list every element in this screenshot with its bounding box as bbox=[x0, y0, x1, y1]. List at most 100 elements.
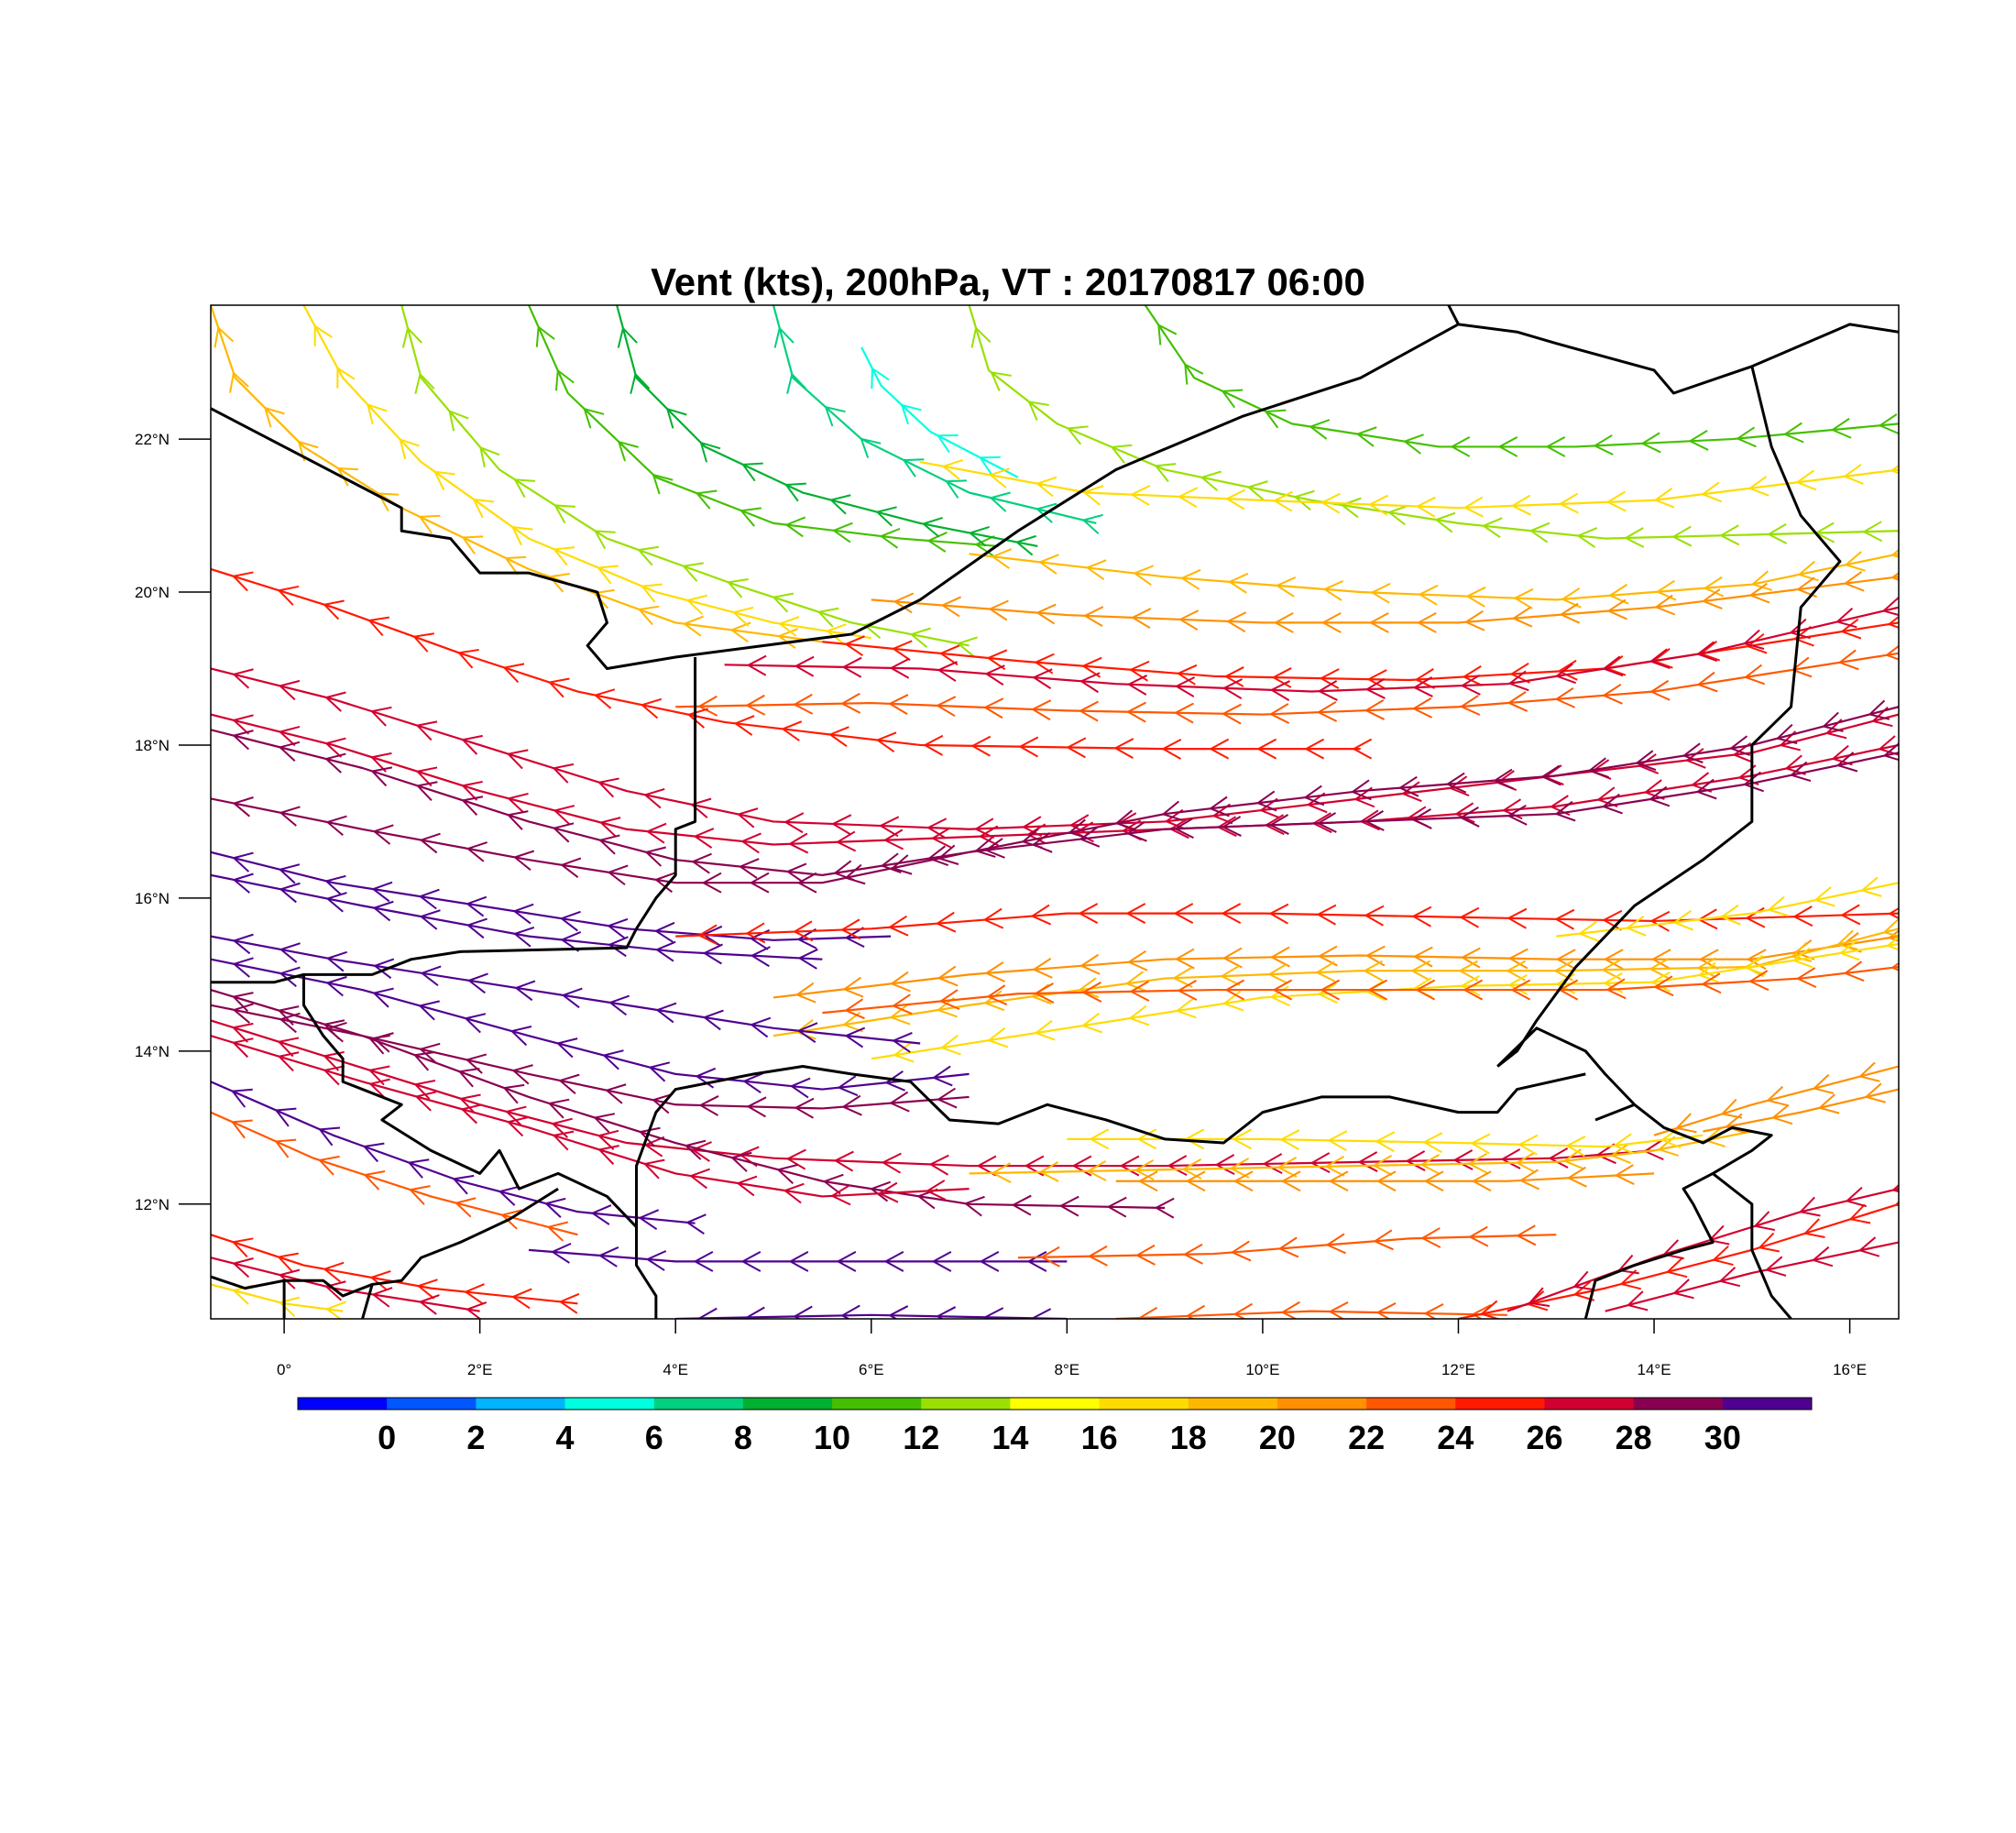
lat-tick-label: 14°N bbox=[135, 1043, 170, 1060]
wind-arrow bbox=[796, 872, 817, 894]
wind-arrow bbox=[1367, 494, 1389, 516]
wind-arrow bbox=[893, 592, 915, 614]
wind-arrow bbox=[1031, 832, 1053, 853]
wind-arrow bbox=[1125, 820, 1147, 842]
wind-arrow bbox=[794, 982, 816, 1004]
wind-arrow bbox=[651, 1092, 674, 1114]
wind-arrow bbox=[645, 1250, 667, 1271]
streamline-path bbox=[400, 305, 970, 647]
wind-arrow bbox=[785, 862, 807, 884]
colorbar-box bbox=[387, 1398, 477, 1410]
wind-arrow bbox=[1259, 797, 1280, 819]
wind-arrow bbox=[835, 830, 857, 852]
wind-arrow bbox=[983, 1307, 1004, 1319]
wind-arrow bbox=[1303, 785, 1325, 807]
wind-arrow bbox=[830, 1184, 851, 1206]
wind-arrow bbox=[1174, 948, 1195, 970]
wind-arrow bbox=[772, 592, 794, 613]
wind-arrow bbox=[1528, 1287, 1550, 1308]
wind-arrow bbox=[1079, 953, 1101, 975]
wind-arrow bbox=[1176, 664, 1198, 686]
wind-arrow bbox=[836, 1250, 857, 1272]
wind-arrow bbox=[232, 730, 254, 751]
wind-arrow bbox=[232, 873, 254, 894]
wind-arrow bbox=[1545, 435, 1566, 457]
wind-arrow bbox=[1415, 496, 1436, 518]
wind-arrow bbox=[688, 1168, 710, 1190]
wind-arrow bbox=[1688, 430, 1709, 451]
wind-arrow bbox=[1081, 656, 1102, 678]
wind-arrow bbox=[559, 910, 581, 932]
wind-arrow bbox=[1510, 979, 1531, 1001]
streamline-path bbox=[1556, 882, 1899, 938]
wind-arrow bbox=[884, 1070, 905, 1092]
streamline-path bbox=[1144, 305, 1899, 448]
wind-arrow bbox=[1813, 886, 1835, 907]
wind-arrow bbox=[1596, 786, 1618, 807]
streamline-path bbox=[822, 965, 1899, 1015]
wind-arrow bbox=[1672, 1279, 1694, 1300]
wind-arrow bbox=[547, 1098, 570, 1119]
wind-arrow bbox=[1154, 1197, 1175, 1219]
wind-arrow bbox=[1272, 979, 1293, 1001]
wind-arrow bbox=[369, 1270, 391, 1291]
wind-arrow bbox=[1719, 904, 1741, 926]
wind-arrow bbox=[466, 895, 488, 917]
wind-arrow bbox=[1375, 1170, 1397, 1192]
wind-arrow bbox=[988, 467, 1011, 488]
wind-arrow bbox=[888, 694, 909, 716]
wind-arrow bbox=[875, 506, 897, 527]
wind-arrow bbox=[881, 1152, 902, 1174]
wind-arrow bbox=[232, 714, 254, 735]
wind-arrow bbox=[231, 571, 254, 592]
streamline-path bbox=[675, 1313, 1068, 1319]
wind-arrow bbox=[844, 863, 866, 885]
streamline bbox=[211, 1111, 578, 1242]
wind-arrow bbox=[1018, 736, 1039, 758]
wind-arrow bbox=[1128, 1004, 1150, 1026]
wind-arrow bbox=[1764, 1256, 1787, 1277]
colorbar-box bbox=[832, 1398, 922, 1410]
country-border bbox=[1496, 366, 1842, 1068]
colorbar-label: 6 bbox=[645, 1419, 663, 1456]
streamline bbox=[675, 903, 1899, 946]
wind-arrow bbox=[1078, 977, 1100, 999]
streamline-path bbox=[1115, 1310, 1507, 1319]
wind-arrow bbox=[1223, 666, 1244, 687]
wind-arrow bbox=[1718, 1267, 1741, 1288]
wind-arrow bbox=[1701, 972, 1722, 994]
wind-arrow bbox=[1844, 551, 1866, 572]
wind-arrow bbox=[1035, 502, 1057, 523]
wind-arrow bbox=[1840, 904, 1861, 926]
streamline-path bbox=[211, 1283, 344, 1312]
streamline-path bbox=[675, 652, 1899, 716]
wind-arrow bbox=[452, 1174, 475, 1195]
colorbar-box bbox=[1366, 1398, 1456, 1410]
wind-arrow bbox=[893, 1041, 915, 1063]
wind-arrow bbox=[279, 806, 301, 827]
wind-arrow bbox=[1459, 906, 1480, 928]
wind-arrow bbox=[986, 649, 1008, 671]
wind-arrow bbox=[1576, 527, 1598, 548]
wind-arrow bbox=[982, 697, 1004, 719]
wind-arrow bbox=[785, 1148, 806, 1170]
wind-arrow bbox=[1653, 975, 1674, 997]
colorbar-label: 24 bbox=[1437, 1419, 1474, 1456]
wind-arrow bbox=[1316, 701, 1338, 722]
wind-arrow bbox=[889, 657, 910, 679]
wind-arrow bbox=[742, 1072, 763, 1094]
wind-arrow bbox=[1728, 735, 1751, 756]
wind-arrow bbox=[789, 1077, 811, 1099]
country-border bbox=[361, 1284, 374, 1319]
wind-arrow bbox=[590, 1204, 612, 1225]
wind-arrow bbox=[1626, 1290, 1649, 1312]
wind-arrow bbox=[1136, 1128, 1157, 1150]
wind-arrow bbox=[697, 695, 718, 717]
wind-arrow bbox=[597, 1129, 619, 1150]
wind-arrow bbox=[750, 1016, 772, 1038]
wind-arrow bbox=[1601, 793, 1623, 815]
wind-arrow bbox=[1458, 960, 1479, 982]
country-border bbox=[1594, 1103, 1636, 1122]
wind-arrow bbox=[1113, 738, 1134, 760]
wind-arrow bbox=[1172, 967, 1193, 988]
